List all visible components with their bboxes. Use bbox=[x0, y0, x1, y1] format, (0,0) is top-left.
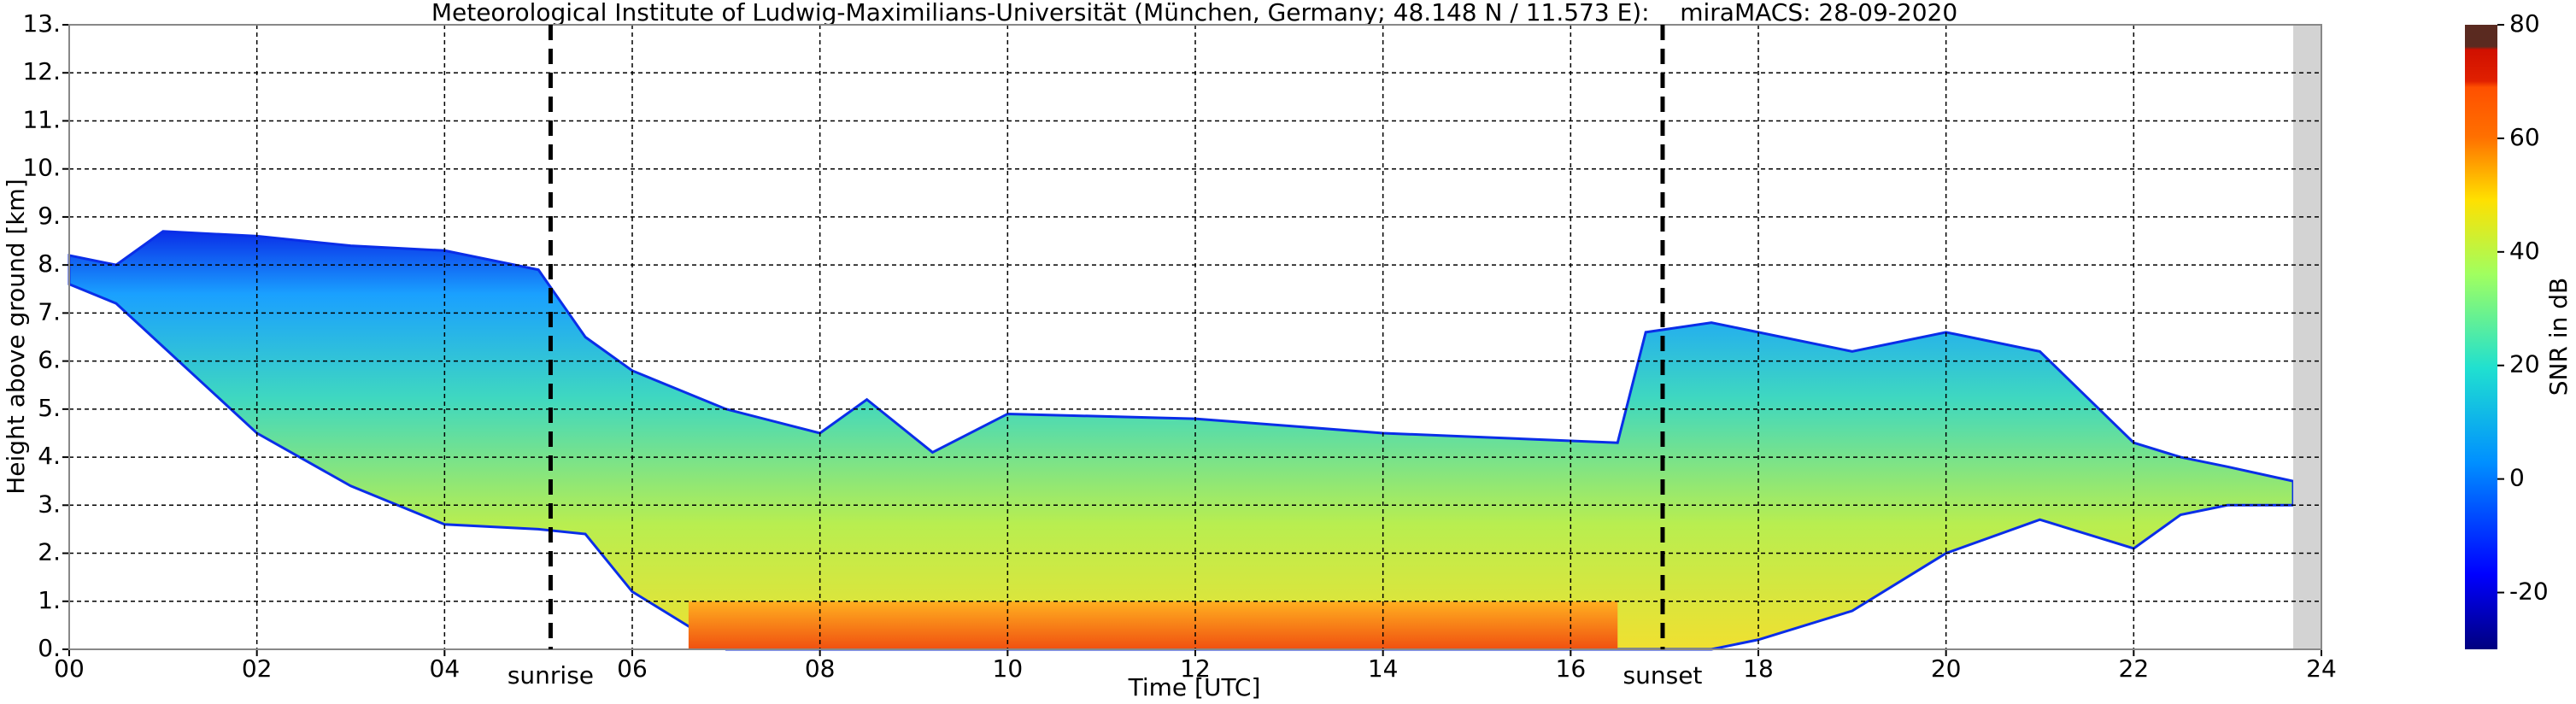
y-tick-label: 5. bbox=[38, 394, 61, 422]
colorbar-label: SNR in dB bbox=[2544, 278, 2573, 396]
x-tick-label: 14 bbox=[1368, 654, 1399, 683]
x-tick-label: 02 bbox=[242, 654, 273, 683]
echo-core bbox=[688, 601, 1618, 649]
colorbar-tick-label: 80 bbox=[2509, 9, 2540, 38]
x-tick-label: 04 bbox=[430, 654, 461, 683]
plot-frame bbox=[68, 24, 2322, 650]
x-axis-label: Time [UTC] bbox=[1128, 673, 1261, 701]
annotation-label: sunset bbox=[1623, 661, 1703, 689]
chart-title: Meteorological Institute of Ludwig-Maxim… bbox=[431, 0, 1957, 26]
y-tick-label: 10. bbox=[22, 154, 61, 182]
colorbar-tick-label: 60 bbox=[2509, 123, 2540, 151]
y-tick-label: 1. bbox=[38, 586, 61, 614]
x-tick-label: 18 bbox=[1743, 654, 1774, 683]
colorbar bbox=[2465, 25, 2497, 649]
colorbar-tick-label: 40 bbox=[2509, 237, 2540, 265]
y-tick-label: 13. bbox=[22, 9, 61, 38]
x-tick-label: 24 bbox=[2306, 654, 2337, 683]
y-tick-label: 2. bbox=[38, 538, 61, 566]
y-tick-label: 7. bbox=[38, 297, 61, 326]
y-tick-label: 4. bbox=[38, 442, 61, 470]
annotation-label: sunrise bbox=[508, 661, 594, 689]
colorbar-tick-label: -20 bbox=[2509, 578, 2549, 606]
y-tick-label: 3. bbox=[38, 490, 61, 518]
x-tick-label: 22 bbox=[2119, 654, 2150, 683]
y-tick-label: 11. bbox=[22, 105, 61, 133]
colorbar-tick-label: 20 bbox=[2509, 350, 2540, 378]
y-axis-label: Height above ground [km] bbox=[2, 179, 30, 495]
x-tick-label: 08 bbox=[805, 654, 836, 683]
echo-area bbox=[67, 230, 2295, 651]
x-tick-label: 12 bbox=[1180, 654, 1211, 683]
x-tick-label: 20 bbox=[1931, 654, 1962, 683]
x-tick-label: 16 bbox=[1556, 654, 1587, 683]
x-tick-label: 00 bbox=[54, 654, 85, 683]
x-tick-label: 06 bbox=[617, 654, 648, 683]
colorbar-tick-label: 0 bbox=[2509, 464, 2525, 492]
x-tick-label: 10 bbox=[993, 654, 1024, 683]
y-tick-label: 6. bbox=[38, 346, 61, 374]
y-tick-label: 0. bbox=[38, 634, 61, 662]
y-tick-label: 9. bbox=[38, 202, 61, 230]
y-tick-label: 12. bbox=[22, 57, 61, 85]
no-data-region bbox=[2293, 25, 2321, 649]
y-tick-label: 8. bbox=[38, 249, 61, 278]
